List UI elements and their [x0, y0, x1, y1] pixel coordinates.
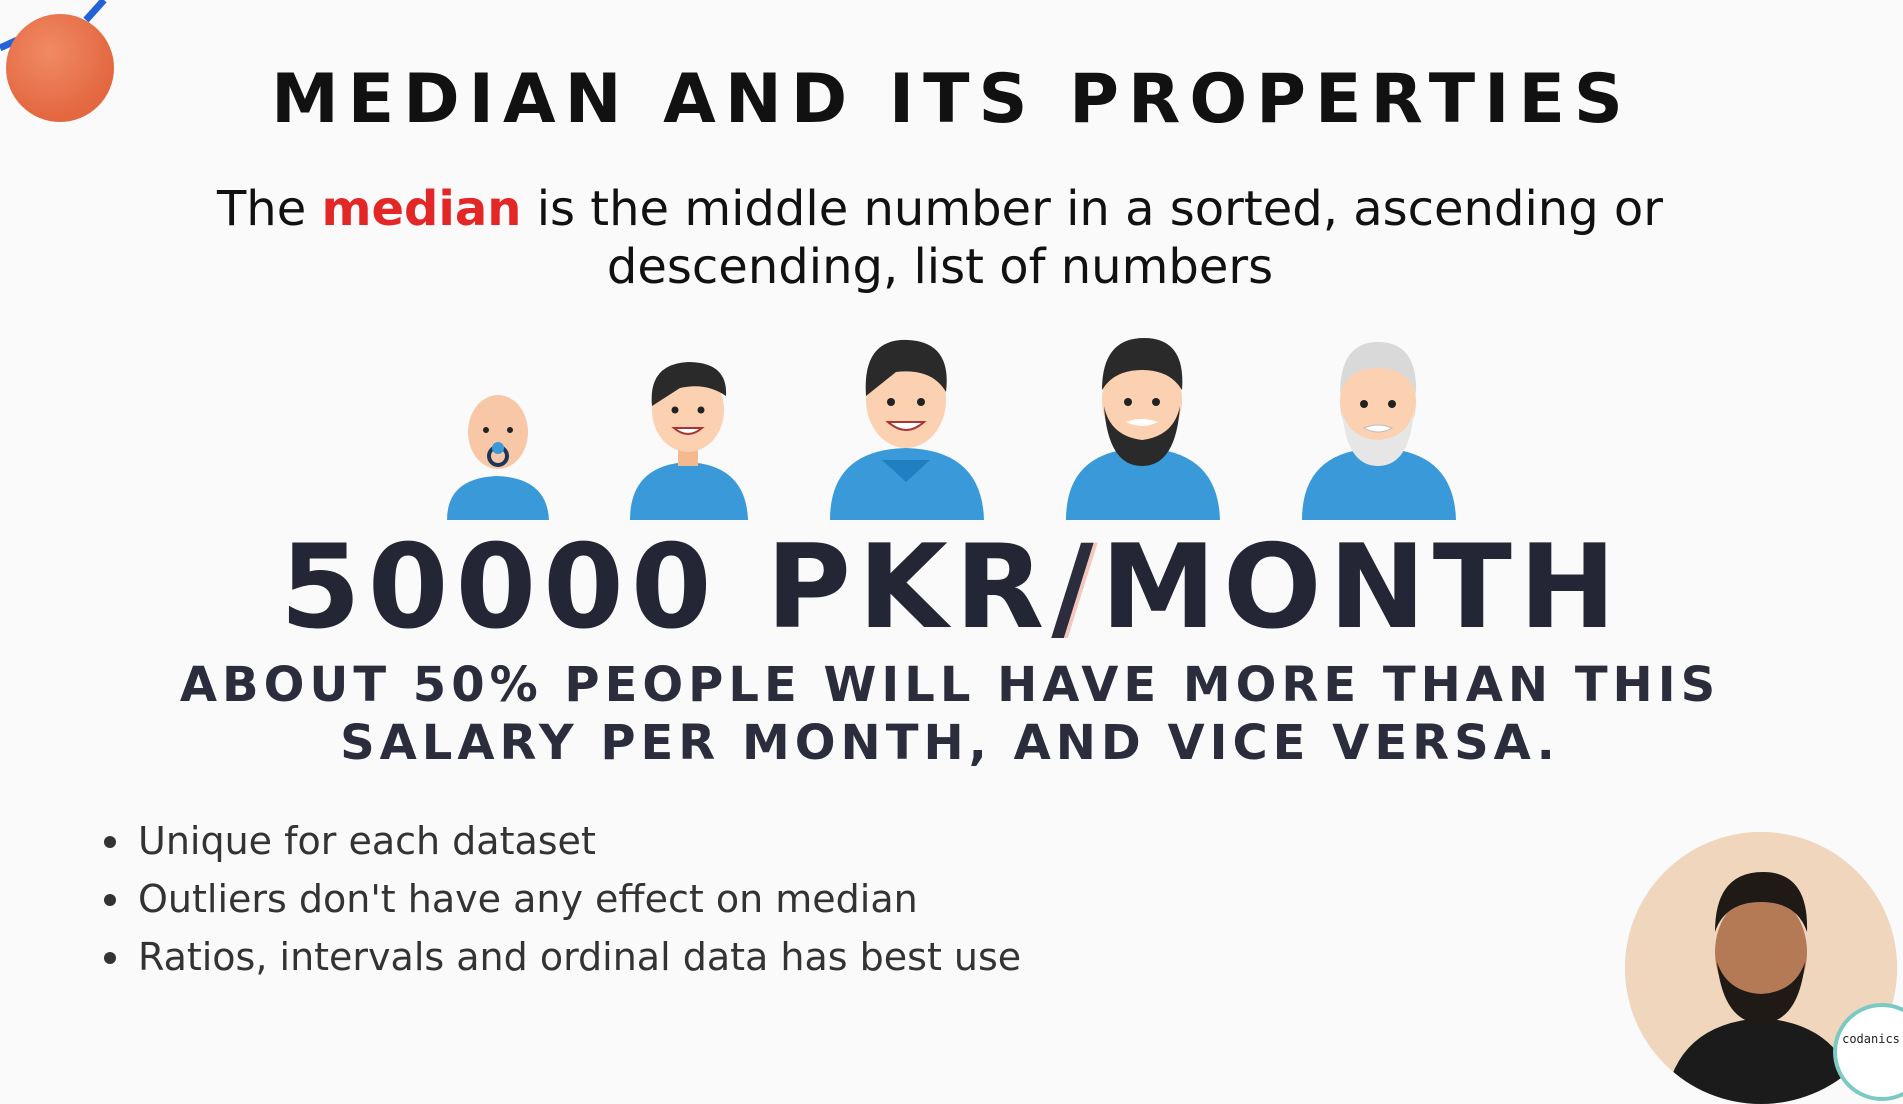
slide-title: MEDIAN AND ITS PROPERTIES — [271, 60, 1632, 139]
list-item-text: Ratios, intervals and ordinal data has b… — [138, 935, 1022, 979]
salary-note: ABOUT 50% PEOPLE WILL HAVE MORE THAN THI… — [150, 656, 1750, 772]
old-man-icon — [1302, 342, 1456, 520]
note-line1: ABOUT 50% PEOPLE WILL HAVE MORE THAN THI… — [179, 657, 1721, 713]
people-illustration — [447, 338, 1456, 520]
list-item: Ratios, intervals and ordinal data has b… — [100, 928, 1021, 986]
bullet-icon — [104, 836, 116, 848]
list-item-text: Unique for each dataset — [138, 819, 596, 863]
young-man-icon — [630, 362, 748, 520]
definition-text: The median is the middle number in a sor… — [120, 180, 1760, 296]
salary-value: 50000 PKR/MONTH — [0, 520, 1903, 655]
salary-unit: MONTH — [1100, 520, 1623, 655]
salary-slash: / — [1051, 520, 1101, 655]
definition-line2: descending, list of numbers — [606, 239, 1274, 295]
baby-icon — [447, 395, 549, 520]
decorative-circle — [6, 14, 114, 122]
list-item-text: Outliers don't have any effect on median — [138, 877, 918, 921]
definition-prefix: The — [216, 181, 322, 237]
definition-line1-rest: is the middle number in a sorted, ascend… — [521, 181, 1664, 237]
salary-amount: 50000 PKR — [280, 520, 1052, 655]
bearded-man-icon — [1066, 338, 1220, 520]
properties-list: Unique for each dataset Outliers don't h… — [100, 812, 1021, 986]
logo-text: codanics — [1842, 1032, 1900, 1046]
man-icon — [830, 339, 984, 520]
bullet-icon — [104, 894, 116, 906]
bullet-icon — [104, 952, 116, 964]
note-line2: SALARY PER MONTH, AND VICE VERSA. — [340, 715, 1560, 771]
list-item: Unique for each dataset — [100, 812, 1021, 870]
definition-keyword: median — [321, 181, 522, 237]
list-item: Outliers don't have any effect on median — [100, 870, 1021, 928]
presenter-webcam — [1625, 832, 1897, 1104]
